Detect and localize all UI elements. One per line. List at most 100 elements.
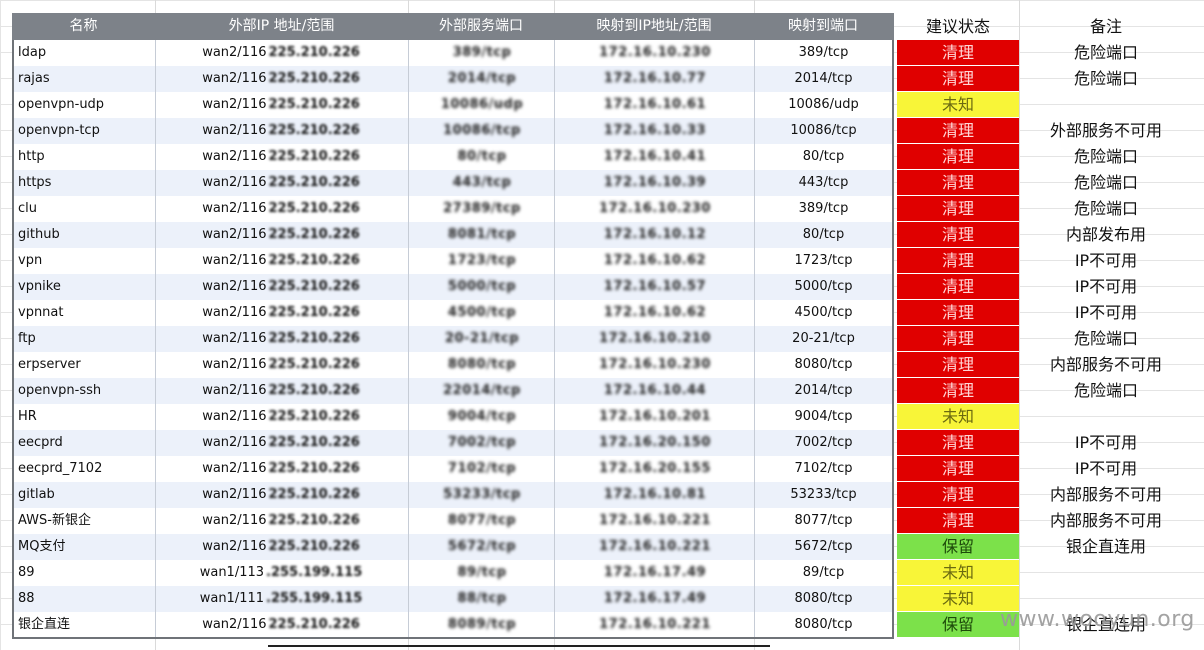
table-row[interactable]: 89 wan1/113.255.199.115 89/tcp 172.16.17.49…	[14, 560, 892, 586]
cell-ext-ip[interactable]: wan2/116 225.210.226	[154, 378, 408, 404]
cell-map-ip[interactable]: 172.16.10.201	[555, 404, 755, 430]
cell-map-port[interactable]: 389/tcp	[755, 196, 892, 222]
table-row[interactable]: 88 wan1/111.255.199.115 88/tcp 172.16.17.49…	[14, 586, 892, 612]
cell-name[interactable]: ftp	[18, 326, 154, 352]
cell-name[interactable]: rajas	[18, 66, 154, 92]
cell-name[interactable]: http	[18, 144, 154, 170]
note-cell[interactable]: 危险端口	[1073, 381, 1138, 400]
cell-map-ip[interactable]: 172.16.10.61	[555, 92, 755, 118]
cell-name[interactable]: erpserver	[18, 352, 154, 378]
cell-map-port[interactable]: 10086/tcp	[755, 118, 892, 144]
cell-ext-port[interactable]: 53233/tcp	[409, 482, 555, 508]
cell-name[interactable]: openvpn-tcp	[18, 118, 154, 144]
table-row[interactable]: 银企直连 wan2/116 225.210.226 8089/tcp 172.16.10…	[14, 612, 892, 638]
cell-ext-port[interactable]: 8089/tcp	[409, 612, 555, 638]
cell-map-ip[interactable]: 172.16.10.221	[555, 508, 755, 534]
table-row[interactable]: vpnnat wan2/116 225.210.226 4500/tcp 172.16.…	[14, 300, 892, 326]
cell-map-ip[interactable]: 172.16.20.155	[555, 456, 755, 482]
status-badge[interactable]: 清理	[897, 144, 1019, 169]
cell-ext-ip[interactable]: wan2/116 225.210.226	[154, 352, 408, 378]
status-badge[interactable]: 清理	[897, 378, 1019, 403]
status-badge[interactable]: 未知	[897, 586, 1019, 611]
table-row[interactable]: HR wan2/116 225.210.226 9004/tcp 172.16.10.2…	[14, 404, 892, 430]
cell-map-ip[interactable]: 172.16.20.150	[555, 430, 755, 456]
cell-ext-ip[interactable]: wan2/116 225.210.226	[154, 66, 408, 92]
cell-ext-port[interactable]: 389/tcp	[409, 40, 555, 66]
cell-map-ip[interactable]: 172.16.10.230	[555, 196, 755, 222]
cell-ext-ip[interactable]: wan2/116 225.210.226	[154, 118, 408, 144]
status-badge[interactable]: 清理	[897, 222, 1019, 247]
cell-ext-ip[interactable]: wan2/116 225.210.226	[154, 456, 408, 482]
note-cell[interactable]: 危险端口	[1073, 199, 1138, 218]
cell-map-ip[interactable]: 172.16.10.221	[555, 534, 755, 560]
cell-map-ip[interactable]: 172.16.10.230	[555, 352, 755, 378]
cell-name[interactable]: 88	[18, 586, 154, 612]
status-badge[interactable]: 清理	[897, 274, 1019, 299]
cell-ext-ip[interactable]: wan2/116 225.210.226	[154, 534, 408, 560]
table-row[interactable]: github wan2/116 225.210.226 8081/tcp 172.16.…	[14, 222, 892, 248]
status-badge[interactable]: 清理	[897, 196, 1019, 221]
cell-ext-ip[interactable]: wan2/116 225.210.226	[154, 404, 408, 430]
cell-ext-ip[interactable]: wan2/116 225.210.226	[154, 144, 408, 170]
cell-map-port[interactable]: 89/tcp	[755, 560, 892, 586]
cell-map-ip[interactable]: 172.16.10.62	[555, 248, 755, 274]
cell-name[interactable]: openvpn-ssh	[18, 378, 154, 404]
cell-map-port[interactable]: 53233/tcp	[755, 482, 892, 508]
table-row[interactable]: openvpn-tcp wan2/116 225.210.226 10086/tcp 1…	[14, 118, 892, 144]
note-cell[interactable]: IP不可用	[1074, 433, 1138, 452]
table-row[interactable]: erpserver wan2/116 225.210.226 8080/tcp 172.…	[14, 352, 892, 378]
status-badge[interactable]: 清理	[897, 40, 1019, 65]
note-cell[interactable]: 危险端口	[1073, 329, 1138, 348]
cell-map-ip[interactable]: 172.16.10.210	[555, 326, 755, 352]
cell-map-port[interactable]: 8077/tcp	[755, 508, 892, 534]
note-cell[interactable]: 危险端口	[1073, 43, 1138, 62]
cell-map-port[interactable]: 7102/tcp	[755, 456, 892, 482]
cell-map-port[interactable]: 8080/tcp	[755, 612, 892, 638]
note-cell[interactable]: IP不可用	[1074, 459, 1138, 478]
cell-ext-port[interactable]: 1723/tcp	[409, 248, 555, 274]
cell-name[interactable]: clu	[18, 196, 154, 222]
cell-map-ip[interactable]: 172.16.10.39	[555, 170, 755, 196]
cell-ext-port[interactable]: 10086/udp	[409, 92, 555, 118]
cell-map-port[interactable]: 80/tcp	[755, 144, 892, 170]
cell-ext-ip[interactable]: wan2/116 225.210.226	[154, 300, 408, 326]
cell-map-ip[interactable]: 172.16.10.77	[555, 66, 755, 92]
status-badge[interactable]: 清理	[897, 66, 1019, 91]
header-ext-ip[interactable]: 外部IP 地址/范围	[228, 18, 335, 34]
note-cell[interactable]: 内部服务不可用	[1049, 485, 1162, 504]
cell-ext-port[interactable]: 7002/tcp	[409, 430, 555, 456]
table-row[interactable]: vpnike wan2/116 225.210.226 5000/tcp 172.16.…	[14, 274, 892, 300]
cell-map-ip[interactable]: 172.16.10.33	[555, 118, 755, 144]
status-badge[interactable]: 未知	[897, 92, 1019, 117]
cell-map-port[interactable]: 10086/udp	[755, 92, 892, 118]
note-cell[interactable]: 银企直连用	[1065, 537, 1146, 556]
cell-map-port[interactable]: 2014/tcp	[755, 66, 892, 92]
cell-ext-ip[interactable]: wan1/111.255.199.115	[154, 586, 408, 612]
cell-name[interactable]: AWS-新银企	[18, 508, 154, 534]
cell-ext-ip[interactable]: wan2/116 225.210.226	[154, 482, 408, 508]
cell-ext-port[interactable]: 8080/tcp	[409, 352, 555, 378]
cell-ext-ip[interactable]: wan2/116 225.210.226	[154, 92, 408, 118]
cell-ext-ip[interactable]: wan2/116 225.210.226	[154, 430, 408, 456]
note-cell[interactable]: 危险端口	[1073, 69, 1138, 88]
header-note[interactable]: 备注	[1089, 17, 1122, 36]
cell-name[interactable]: https	[18, 170, 154, 196]
cell-map-ip[interactable]: 172.16.10.62	[555, 300, 755, 326]
status-badge[interactable]: 清理	[897, 326, 1019, 351]
status-badge[interactable]: 清理	[897, 118, 1019, 143]
status-badge[interactable]: 清理	[897, 430, 1019, 455]
cell-ext-ip[interactable]: wan1/113.255.199.115	[154, 560, 408, 586]
cell-name[interactable]: eecprd	[18, 430, 154, 456]
cell-map-ip[interactable]: 172.16.10.230	[555, 40, 755, 66]
cell-map-port[interactable]: 1723/tcp	[755, 248, 892, 274]
header-map-port[interactable]: 映射到端口	[788, 18, 858, 34]
cell-ext-ip[interactable]: wan2/116 225.210.226	[154, 508, 408, 534]
status-badge[interactable]: 清理	[897, 248, 1019, 273]
note-cell[interactable]	[1020, 404, 1192, 430]
cell-map-ip[interactable]: 172.16.10.81	[555, 482, 755, 508]
note-cell[interactable]: 危险端口	[1073, 147, 1138, 166]
cell-name[interactable]: eecprd_7102	[18, 456, 154, 482]
cell-map-ip[interactable]: 172.16.17.49	[555, 560, 755, 586]
cell-ext-ip[interactable]: wan2/116 225.210.226	[154, 612, 408, 638]
cell-map-ip[interactable]: 172.16.17.49	[555, 586, 755, 612]
